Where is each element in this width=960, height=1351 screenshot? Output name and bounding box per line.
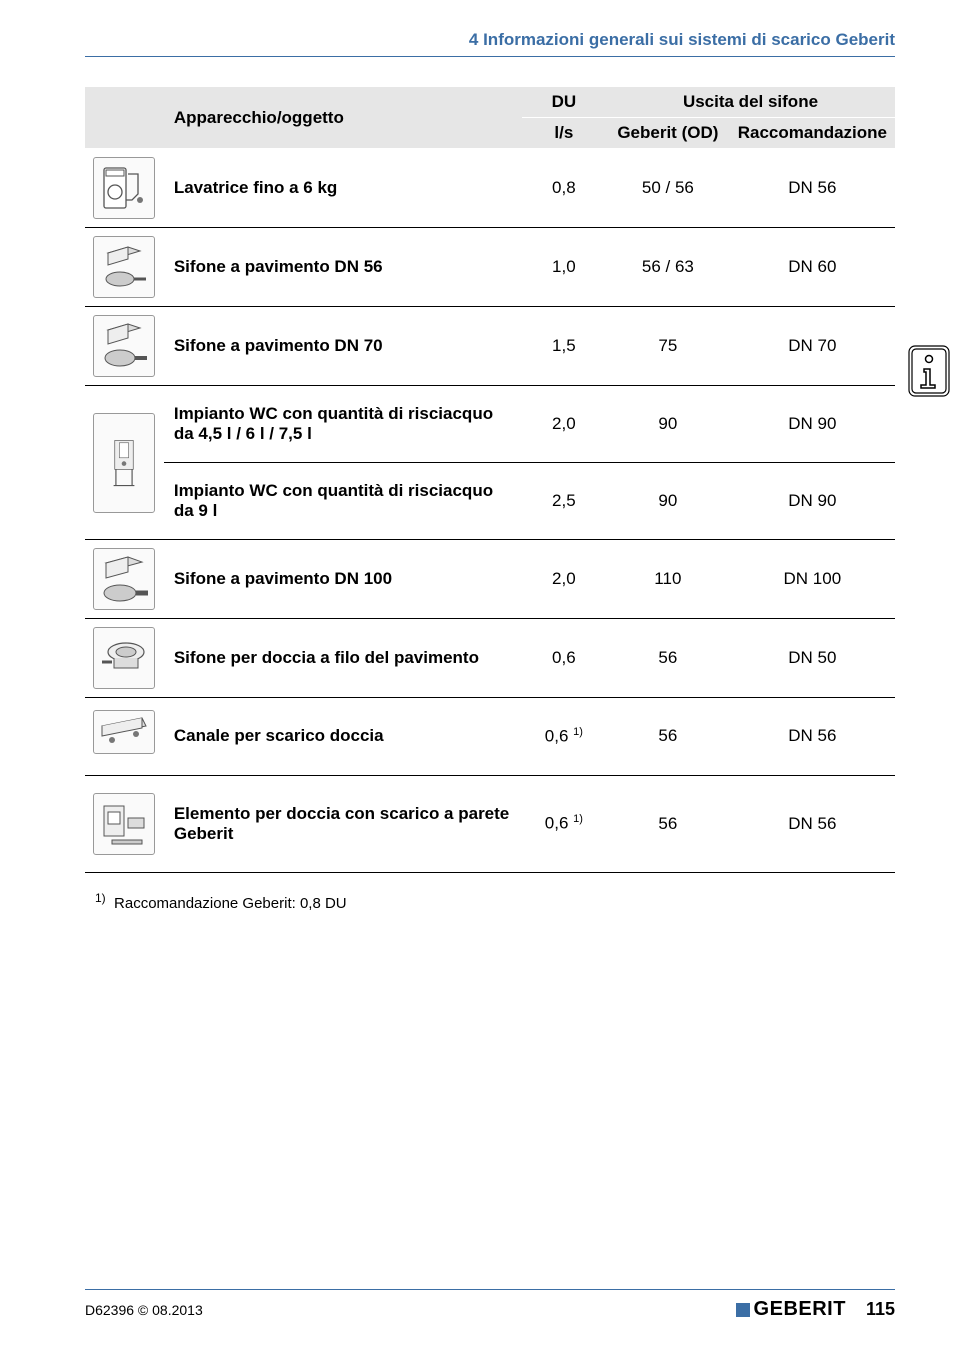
row-du: 1,5: [522, 307, 606, 386]
page-footer: D62396 © 08.2013 GEBERIT 115: [85, 1289, 895, 1321]
row-od: 56: [606, 698, 730, 776]
row-label: Sifone a pavimento DN 100: [164, 540, 522, 619]
row-label: Elemento per doccia con scarico a parete…: [164, 775, 522, 872]
table-row: Lavatrice fino a 6 kg 0,8 50 / 56 DN 56: [85, 149, 895, 228]
shower-drain-icon: [93, 627, 155, 689]
row-du: 0,6 1): [522, 698, 606, 776]
row-rec: DN 56: [730, 149, 895, 228]
wall-shower-element-icon: [93, 793, 155, 855]
row-od: 90: [606, 386, 730, 463]
row-od: 56: [606, 775, 730, 872]
col-rec: Raccomandazione: [730, 118, 895, 149]
row-rec: DN 56: [730, 775, 895, 872]
row-label: Impianto WC con quantità di risciacquo d…: [164, 463, 522, 540]
row-rec: DN 90: [730, 463, 895, 540]
geberit-logo: GEBERIT: [736, 1298, 846, 1321]
row-rec: DN 60: [730, 228, 895, 307]
row-du: 0,6: [522, 619, 606, 698]
row-rec: DN 50: [730, 619, 895, 698]
row-od: 75: [606, 307, 730, 386]
row-od: 50 / 56: [606, 149, 730, 228]
col-du: DU: [522, 87, 606, 118]
row-rec: DN 90: [730, 386, 895, 463]
row-rec: DN 56: [730, 698, 895, 776]
channel-drain-icon: [93, 710, 155, 754]
footer-doc-id: D62396 © 08.2013: [85, 1302, 203, 1318]
table-row: Impianto WC con quantità di risciacquo d…: [85, 386, 895, 463]
row-du: 0,8: [522, 149, 606, 228]
info-icon: [908, 345, 950, 397]
row-rec: DN 100: [730, 540, 895, 619]
page-number: 115: [866, 1299, 895, 1320]
col-od: Geberit (OD): [606, 118, 730, 149]
row-du: 2,0: [522, 540, 606, 619]
row-od: 56: [606, 619, 730, 698]
table-row: Sifone per doccia a filo del pavimento 0…: [85, 619, 895, 698]
row-du: 2,0: [522, 386, 606, 463]
footnote: 1) Raccomandazione Geberit: 0,8 DU: [85, 891, 895, 912]
row-od: 110: [606, 540, 730, 619]
section-header: 4 Informazioni generali sui sistemi di s…: [85, 30, 895, 57]
wc-frame-icon: [93, 413, 155, 513]
row-label: Sifone a pavimento DN 56: [164, 228, 522, 307]
floor-drain-icon: [93, 315, 155, 377]
logo-square-icon: [736, 1303, 750, 1317]
floor-drain-icon: [93, 548, 155, 610]
table-row: Sifone a pavimento DN 100 2,0 110 DN 100: [85, 540, 895, 619]
table-row: Sifone a pavimento DN 70 1,5 75 DN 70: [85, 307, 895, 386]
table-row: Canale per scarico doccia 0,6 1) 56 DN 5…: [85, 698, 895, 776]
table-row: Elemento per doccia con scarico a parete…: [85, 775, 895, 872]
row-label: Impianto WC con quantità di risciacquo d…: [164, 386, 522, 463]
row-label: Sifone per doccia a filo del pavimento: [164, 619, 522, 698]
row-label: Lavatrice fino a 6 kg: [164, 149, 522, 228]
table-row: Impianto WC con quantità di risciacquo d…: [85, 463, 895, 540]
row-od: 56 / 63: [606, 228, 730, 307]
row-label: Sifone a pavimento DN 70: [164, 307, 522, 386]
specifications-table: Apparecchio/oggetto DU Uscita del sifone…: [85, 87, 895, 873]
col-apparecchio: Apparecchio/oggetto: [164, 87, 522, 149]
row-du: 1,0: [522, 228, 606, 307]
row-rec: DN 70: [730, 307, 895, 386]
row-du: 0,6 1): [522, 775, 606, 872]
row-od: 90: [606, 463, 730, 540]
row-label: Canale per scarico doccia: [164, 698, 522, 776]
col-uscita: Uscita del sifone: [606, 87, 895, 118]
floor-drain-icon: [93, 236, 155, 298]
row-du: 2,5: [522, 463, 606, 540]
col-ls: l/s: [522, 118, 606, 149]
table-row: Sifone a pavimento DN 56 1,0 56 / 63 DN …: [85, 228, 895, 307]
washer-icon: [93, 157, 155, 219]
